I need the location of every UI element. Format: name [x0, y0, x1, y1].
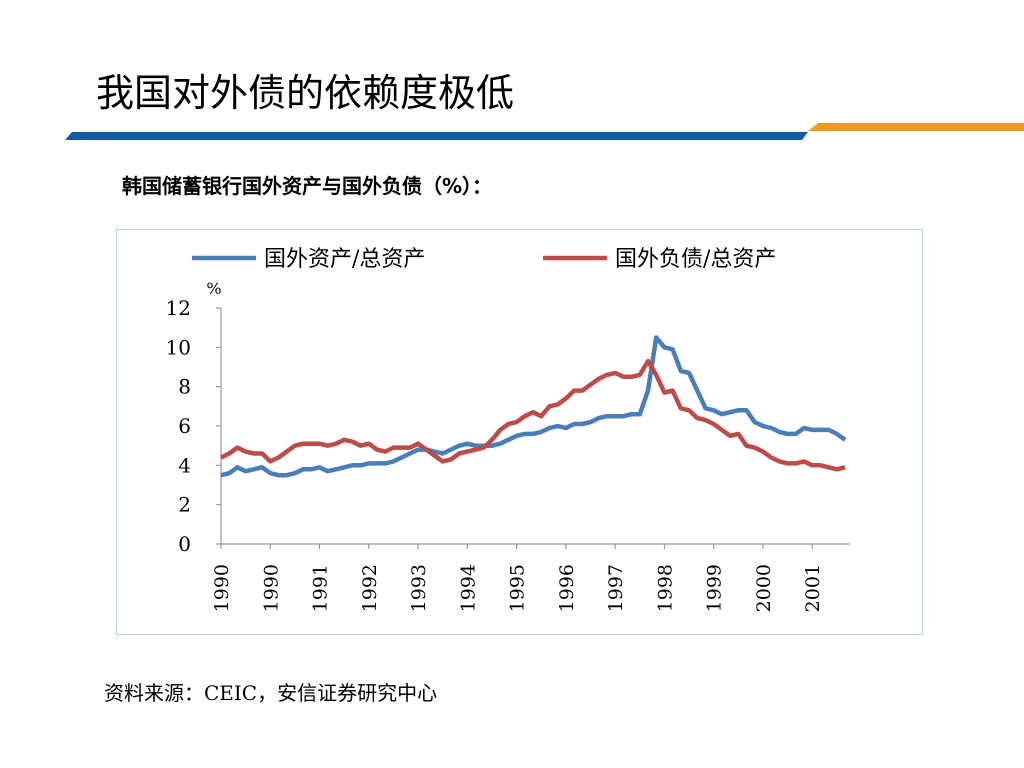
x-tick-label: 1996 [556, 564, 578, 612]
x-tick-label: 1990 [211, 564, 233, 612]
title-rule [65, 123, 1024, 140]
series-line [220, 358, 846, 472]
y-tick-label: 4 [178, 453, 191, 477]
x-tick-label: 1999 [704, 564, 726, 612]
orange-rule [808, 123, 1024, 131]
legend-label: 国外负债/总资产 [615, 247, 776, 272]
slide-title: 我国对外债的依赖度极低 [96, 71, 515, 115]
y-tick-label: 0 [178, 532, 191, 556]
y-tick-label: 10 [166, 335, 191, 359]
x-tick-label: 2001 [802, 564, 824, 612]
series-line [220, 335, 847, 478]
chart: 0 2 4 6 8 10 12% 1990 1990 1991 1992 1993 1994 1995 19… [116, 229, 923, 635]
source-note: 资料来源：CEIC，安信证券研究中心 [104, 681, 438, 705]
x-tick-label: 1998 [654, 564, 676, 612]
x-tick-label: 1997 [605, 564, 627, 612]
x-tick-label: 2000 [753, 564, 775, 612]
x-tick-label: 1992 [359, 564, 381, 612]
y-tick-label: 12 [166, 296, 191, 320]
x-tick-label: 1991 [310, 564, 332, 612]
y-tick-label: 6 [178, 414, 191, 438]
y-axis-label: % [206, 279, 221, 298]
legend-label: 国外资产/总资产 [264, 247, 425, 272]
y-tick-label: 8 [178, 375, 191, 399]
blue-rule [65, 132, 808, 140]
x-tick-label: 1995 [507, 564, 529, 612]
x-tick-label: 1993 [408, 564, 430, 612]
y-tick-label: 2 [178, 493, 191, 517]
x-tick-label: 1994 [457, 564, 479, 612]
x-tick-label: 1990 [260, 564, 282, 612]
chart-subtitle: 韩国储蓄银行国外资产与国外负债（%）： [122, 174, 493, 198]
